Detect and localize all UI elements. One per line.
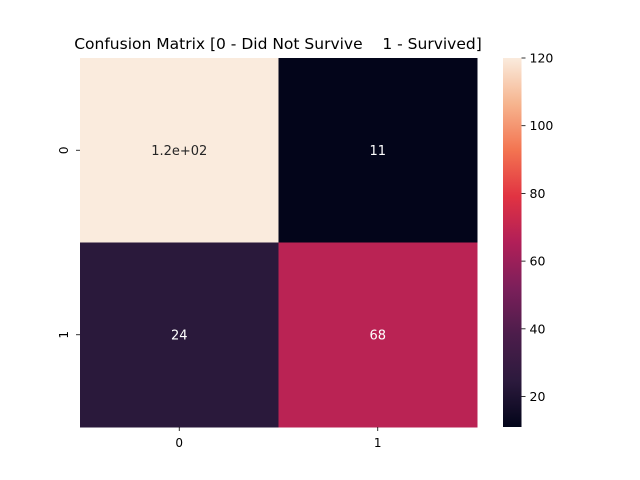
heatmap-cells xyxy=(80,58,478,428)
colorbar-tick-label-2: 60 xyxy=(530,254,546,269)
y-axis: 01 xyxy=(57,146,80,339)
cell-annotation-1-0: 24 xyxy=(171,328,188,343)
y-tick-label-1: 1 xyxy=(57,331,71,339)
colorbar-tick-label-1: 40 xyxy=(530,321,546,336)
colorbar-tick-label-3: 80 xyxy=(530,186,546,201)
colorbar-tick-label-5: 120 xyxy=(530,51,554,66)
x-tick-label-0: 0 xyxy=(175,436,183,450)
colorbar-axis: 20 40 60 80 100 120 xyxy=(521,51,554,404)
y-tick-label-0: 0 xyxy=(57,146,71,154)
heatmap-cell-0-0 xyxy=(80,58,279,243)
colorbar xyxy=(503,58,522,427)
colorbar-tick-label-4: 100 xyxy=(530,118,554,133)
heatmap-cell-0-1 xyxy=(278,58,478,243)
heatmap-cell-labels: 1.2e+02 11 24 68 xyxy=(151,144,386,344)
heatmap-cell-1-0 xyxy=(80,242,279,428)
cell-annotation-1-1: 68 xyxy=(369,328,386,343)
heatmap-cell-1-1 xyxy=(278,242,478,428)
x-tick-label-1: 1 xyxy=(374,436,382,450)
colorbar-tick-label-0: 20 xyxy=(530,389,546,404)
cell-annotation-0-1: 11 xyxy=(369,144,386,159)
chart-title: Confusion Matrix [0 - Did Not Survive 1 … xyxy=(74,35,482,53)
cell-annotation-0-0: 1.2e+02 xyxy=(151,144,207,159)
